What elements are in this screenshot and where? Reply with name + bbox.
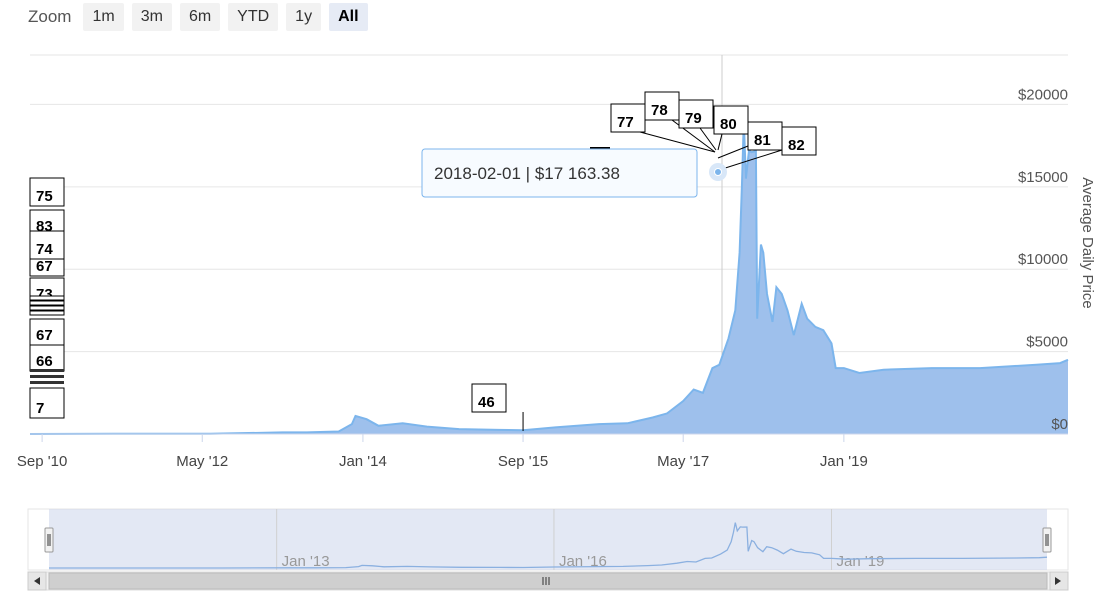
flag-label: 74 bbox=[36, 241, 53, 258]
flag-stack-edge bbox=[29, 305, 65, 311]
flag-label: 66 bbox=[36, 353, 53, 370]
flag-82: 82 bbox=[718, 126, 817, 171]
flag-67: 67 bbox=[29, 318, 65, 346]
zoom-label: Zoom bbox=[28, 7, 72, 26]
flag-label: 75 bbox=[36, 188, 53, 205]
flag-box bbox=[29, 387, 65, 419]
arrow-left-icon bbox=[34, 577, 40, 585]
flag-connector bbox=[717, 145, 749, 159]
flag-connector bbox=[717, 133, 723, 151]
axes: Average Daily Price $0 $5000 $10000 $15000 $… bbox=[17, 86, 1096, 470]
y-tick-label: $5000 bbox=[1026, 334, 1068, 351]
flag-connector bbox=[639, 131, 716, 153]
x-tick-label: May '12 bbox=[176, 453, 228, 470]
flag-66: 66 bbox=[29, 344, 65, 372]
flag-80: 80 bbox=[713, 105, 749, 151]
navigator-tick-label: Jan '13 bbox=[282, 553, 330, 570]
flag-77: 77 bbox=[610, 103, 716, 153]
y-tick-label: $10000 bbox=[1018, 251, 1068, 268]
zoom-all-button[interactable]: All bbox=[329, 3, 368, 31]
flag-box bbox=[471, 383, 507, 413]
flag-label: 67 bbox=[36, 258, 53, 275]
tooltip-box bbox=[421, 148, 698, 198]
flag-box bbox=[29, 318, 65, 346]
y-axis-title: Average Daily Price bbox=[1079, 177, 1096, 308]
zoom-3m-button[interactable]: 3m bbox=[131, 3, 172, 31]
flag-connector bbox=[718, 149, 783, 171]
flag-stack-edge bbox=[30, 369, 64, 372]
navigator-handle-left bbox=[44, 527, 54, 553]
flag-stack-edge bbox=[30, 381, 64, 384]
x-tick-label: Sep '10 bbox=[17, 453, 67, 470]
flag-79: 79 bbox=[678, 99, 717, 151]
x-tick-label: Jan '19 bbox=[820, 453, 868, 470]
flag-label: 80 bbox=[720, 116, 737, 133]
flag-label: 82 bbox=[788, 137, 805, 154]
flag-label: 78 bbox=[651, 102, 668, 119]
flag-label: 46 bbox=[478, 394, 495, 411]
flag-stack-edge bbox=[29, 295, 65, 301]
zoom-1y-button[interactable]: 1y bbox=[286, 3, 322, 31]
navigator-handle-right bbox=[1042, 527, 1052, 553]
flag-label: 81 bbox=[754, 132, 771, 149]
flag-stack-edge bbox=[30, 375, 64, 378]
zoom-1m-button[interactable]: 1m bbox=[83, 3, 124, 31]
flag-box bbox=[713, 105, 749, 135]
navigator-tick-label: Jan '19 bbox=[836, 553, 884, 570]
flag-stack-edge bbox=[29, 310, 65, 316]
x-tick-label: May '17 bbox=[657, 453, 709, 470]
flag-label: 77 bbox=[617, 114, 634, 131]
tooltip-text: 2018-02-01 | $17 163.38 bbox=[434, 164, 620, 183]
y-tick-label: $15000 bbox=[1018, 169, 1068, 186]
navigator-tick-label: Jan '16 bbox=[559, 553, 607, 570]
range-selector: Zoom 1m 3m 6m YTD 1y All bbox=[28, 0, 368, 34]
y-tick-label: $20000 bbox=[1018, 86, 1068, 103]
series-area bbox=[29, 120, 1069, 435]
flag-74: 74 bbox=[29, 230, 65, 260]
flag-box bbox=[29, 177, 65, 207]
flag-label: 67 bbox=[36, 327, 53, 344]
flag-box bbox=[678, 99, 714, 129]
flag-box bbox=[781, 126, 817, 156]
flag-78: 78 bbox=[644, 91, 716, 153]
flag-box bbox=[29, 230, 65, 260]
zoom-ytd-button[interactable]: YTD bbox=[228, 3, 279, 31]
flag-75: 75 bbox=[29, 177, 65, 207]
hover-point bbox=[714, 168, 722, 176]
x-tick-label: Jan '14 bbox=[339, 453, 387, 470]
navigator-selected-range bbox=[49, 509, 1047, 570]
flag-connector bbox=[699, 127, 717, 151]
x-tick-label: Sep '15 bbox=[498, 453, 548, 470]
y-tick-label: $0 bbox=[1051, 416, 1068, 433]
arrow-right-icon bbox=[1055, 577, 1061, 585]
price-line bbox=[29, 120, 1069, 435]
navigator[interactable]: Jan '13 Jan '16 Jan '19 bbox=[27, 508, 1069, 591]
flag-box bbox=[29, 344, 65, 372]
flag-stack-edge bbox=[29, 300, 65, 306]
flag-46: 46 bbox=[471, 383, 524, 431]
zoom-6m-button[interactable]: 6m bbox=[179, 3, 221, 31]
flag-label: 7 bbox=[36, 400, 44, 417]
flag-7: 7 bbox=[29, 387, 65, 419]
price-area bbox=[30, 120, 1068, 435]
flag-box bbox=[610, 103, 646, 133]
navigator-series bbox=[49, 522, 1048, 569]
scrollbar-thumb bbox=[48, 572, 1048, 590]
flag-box bbox=[644, 91, 680, 121]
flag-label: 79 bbox=[685, 110, 702, 127]
tooltip: 2018-02-01 | $17 163.38 bbox=[421, 148, 727, 198]
